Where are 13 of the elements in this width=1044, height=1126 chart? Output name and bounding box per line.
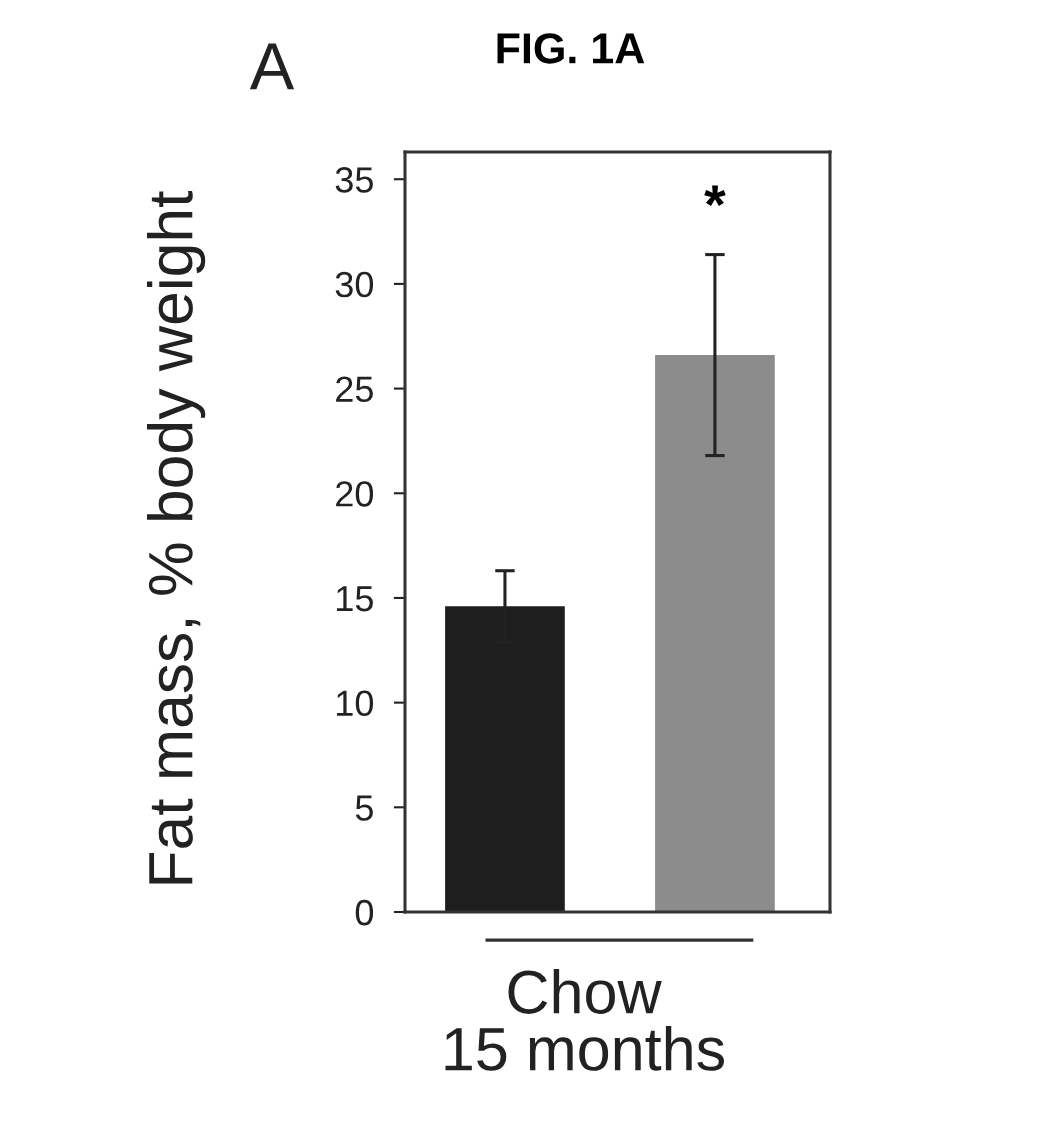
y-tick-label: 15 [337,586,373,612]
y-tick-label: 20 [336,481,374,507]
x-axis-title: Chow 15 months [445,969,724,1071]
y-tick-label: 35 [335,167,373,193]
y-axis-title: Fat mass, % body weight [146,190,206,884]
y-tick-label: 25 [336,376,373,403]
y-tick-label: 30 [335,271,374,298]
data-label: * [704,185,726,207]
y-tick-label: 10 [337,690,374,717]
y-tick-label: 0 [355,899,374,926]
chart-title: FIG. 1A [497,33,645,64]
text: A [249,43,295,90]
y-tick-label: 5 [355,795,373,821]
